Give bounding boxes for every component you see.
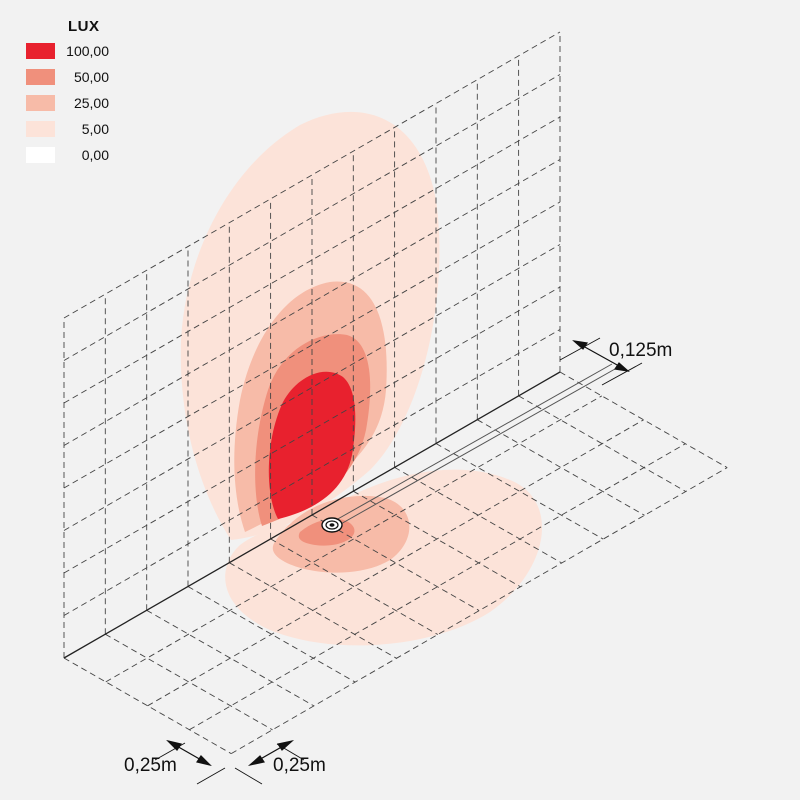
floor-grid-depth	[146, 609, 315, 707]
source-arm-inner	[338, 368, 616, 526]
floor-grid-depth	[187, 586, 356, 683]
legend-row: 100,00	[26, 43, 126, 69]
wall-grid-horizontal	[63, 329, 561, 616]
floor-grid	[63, 371, 728, 754]
legend-value: 5,00	[81, 121, 109, 137]
dimension-grid-width-label: 0,25m	[124, 755, 177, 776]
floor-grid-depth	[435, 443, 604, 540]
wall-grid-horizontal	[63, 159, 561, 446]
legend-title: LUX	[68, 18, 100, 35]
legend-swatch	[26, 43, 55, 59]
legend-swatch	[26, 95, 55, 111]
legend-value: 50,00	[73, 69, 109, 85]
lux-legend: LUX 100,00 50,00 25,00 5,00 0,00	[26, 18, 126, 173]
floor-grid-width	[230, 467, 728, 754]
floor-grid-depth	[477, 419, 645, 516]
wall-contours	[180, 111, 440, 541]
light-source-icon	[321, 517, 343, 533]
dimension-source-offset: 0,125m	[559, 337, 672, 386]
legend-swatch	[26, 69, 55, 85]
floor-grid-depth	[394, 467, 563, 564]
legend-value: 25,00	[73, 95, 109, 111]
floor-grid-depth	[105, 633, 273, 731]
legend-value: 0,00	[81, 147, 109, 163]
wall-grid-horizontal	[63, 286, 561, 574]
floor-grid-depth	[63, 657, 232, 754]
floor-grid-depth	[229, 562, 397, 659]
floor-grid-depth	[311, 514, 480, 611]
floor-grid-width	[189, 443, 686, 731]
wall-grid	[63, 31, 561, 658]
dimension-grid-width: 0,25m	[124, 739, 226, 785]
wall-contour-100	[268, 371, 356, 519]
floor-grid-depth	[518, 395, 687, 492]
dimension-grid-depth-label: 0,25m	[273, 755, 326, 776]
floor-grid-width	[105, 395, 603, 683]
base-axis-line	[63, 371, 561, 659]
legend-row: 25,00	[26, 95, 126, 121]
floor-grid-depth	[353, 490, 521, 588]
wall-grid-horizontal	[63, 244, 561, 531]
legend-row: 50,00	[26, 69, 126, 95]
wall-grid-horizontal	[63, 74, 561, 361]
dimension-source-offset-label: 0,125m	[609, 340, 672, 361]
legend-row: 5,00	[26, 121, 126, 147]
legend-swatch	[26, 147, 55, 163]
floor-grid-width	[147, 419, 644, 707]
legend-value: 100,00	[66, 43, 109, 59]
legend-swatch	[26, 121, 55, 137]
legend-row: 0,00	[26, 147, 126, 173]
floor-grid-depth	[559, 371, 728, 468]
source-arm	[335, 363, 613, 521]
floor-grid-depth	[270, 538, 439, 635]
wall-grid-horizontal	[63, 31, 561, 319]
wall-grid-horizontal	[63, 201, 561, 489]
dimension-grid-depth: 0,25m	[234, 739, 326, 785]
wall-grid-horizontal	[63, 116, 561, 404]
